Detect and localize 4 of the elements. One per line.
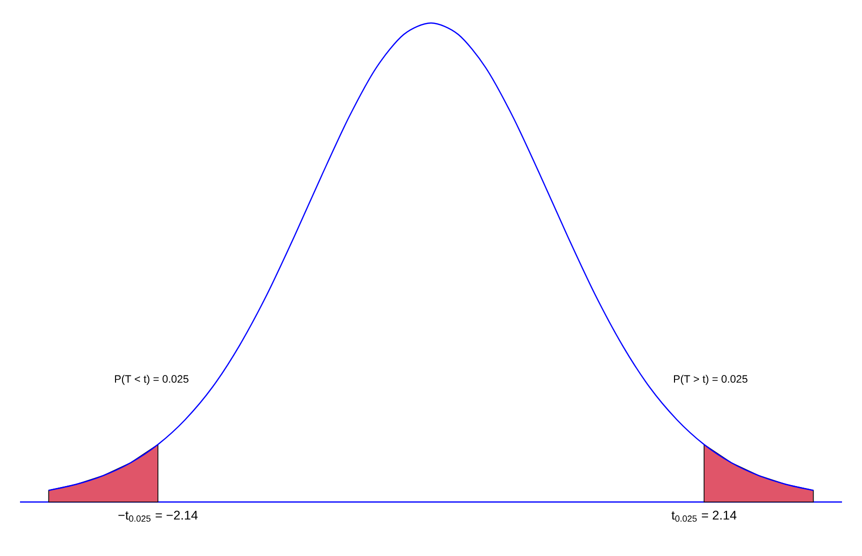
annotation: P(T < t) = 0.025 [115,374,188,385]
text: t$_{0.025}$ = 2.14 [672,510,736,522]
text: −t$_{0.025}$ = −2.14 [118,510,198,522]
annotation: P(T > t) = 0.025 [674,374,748,385]
